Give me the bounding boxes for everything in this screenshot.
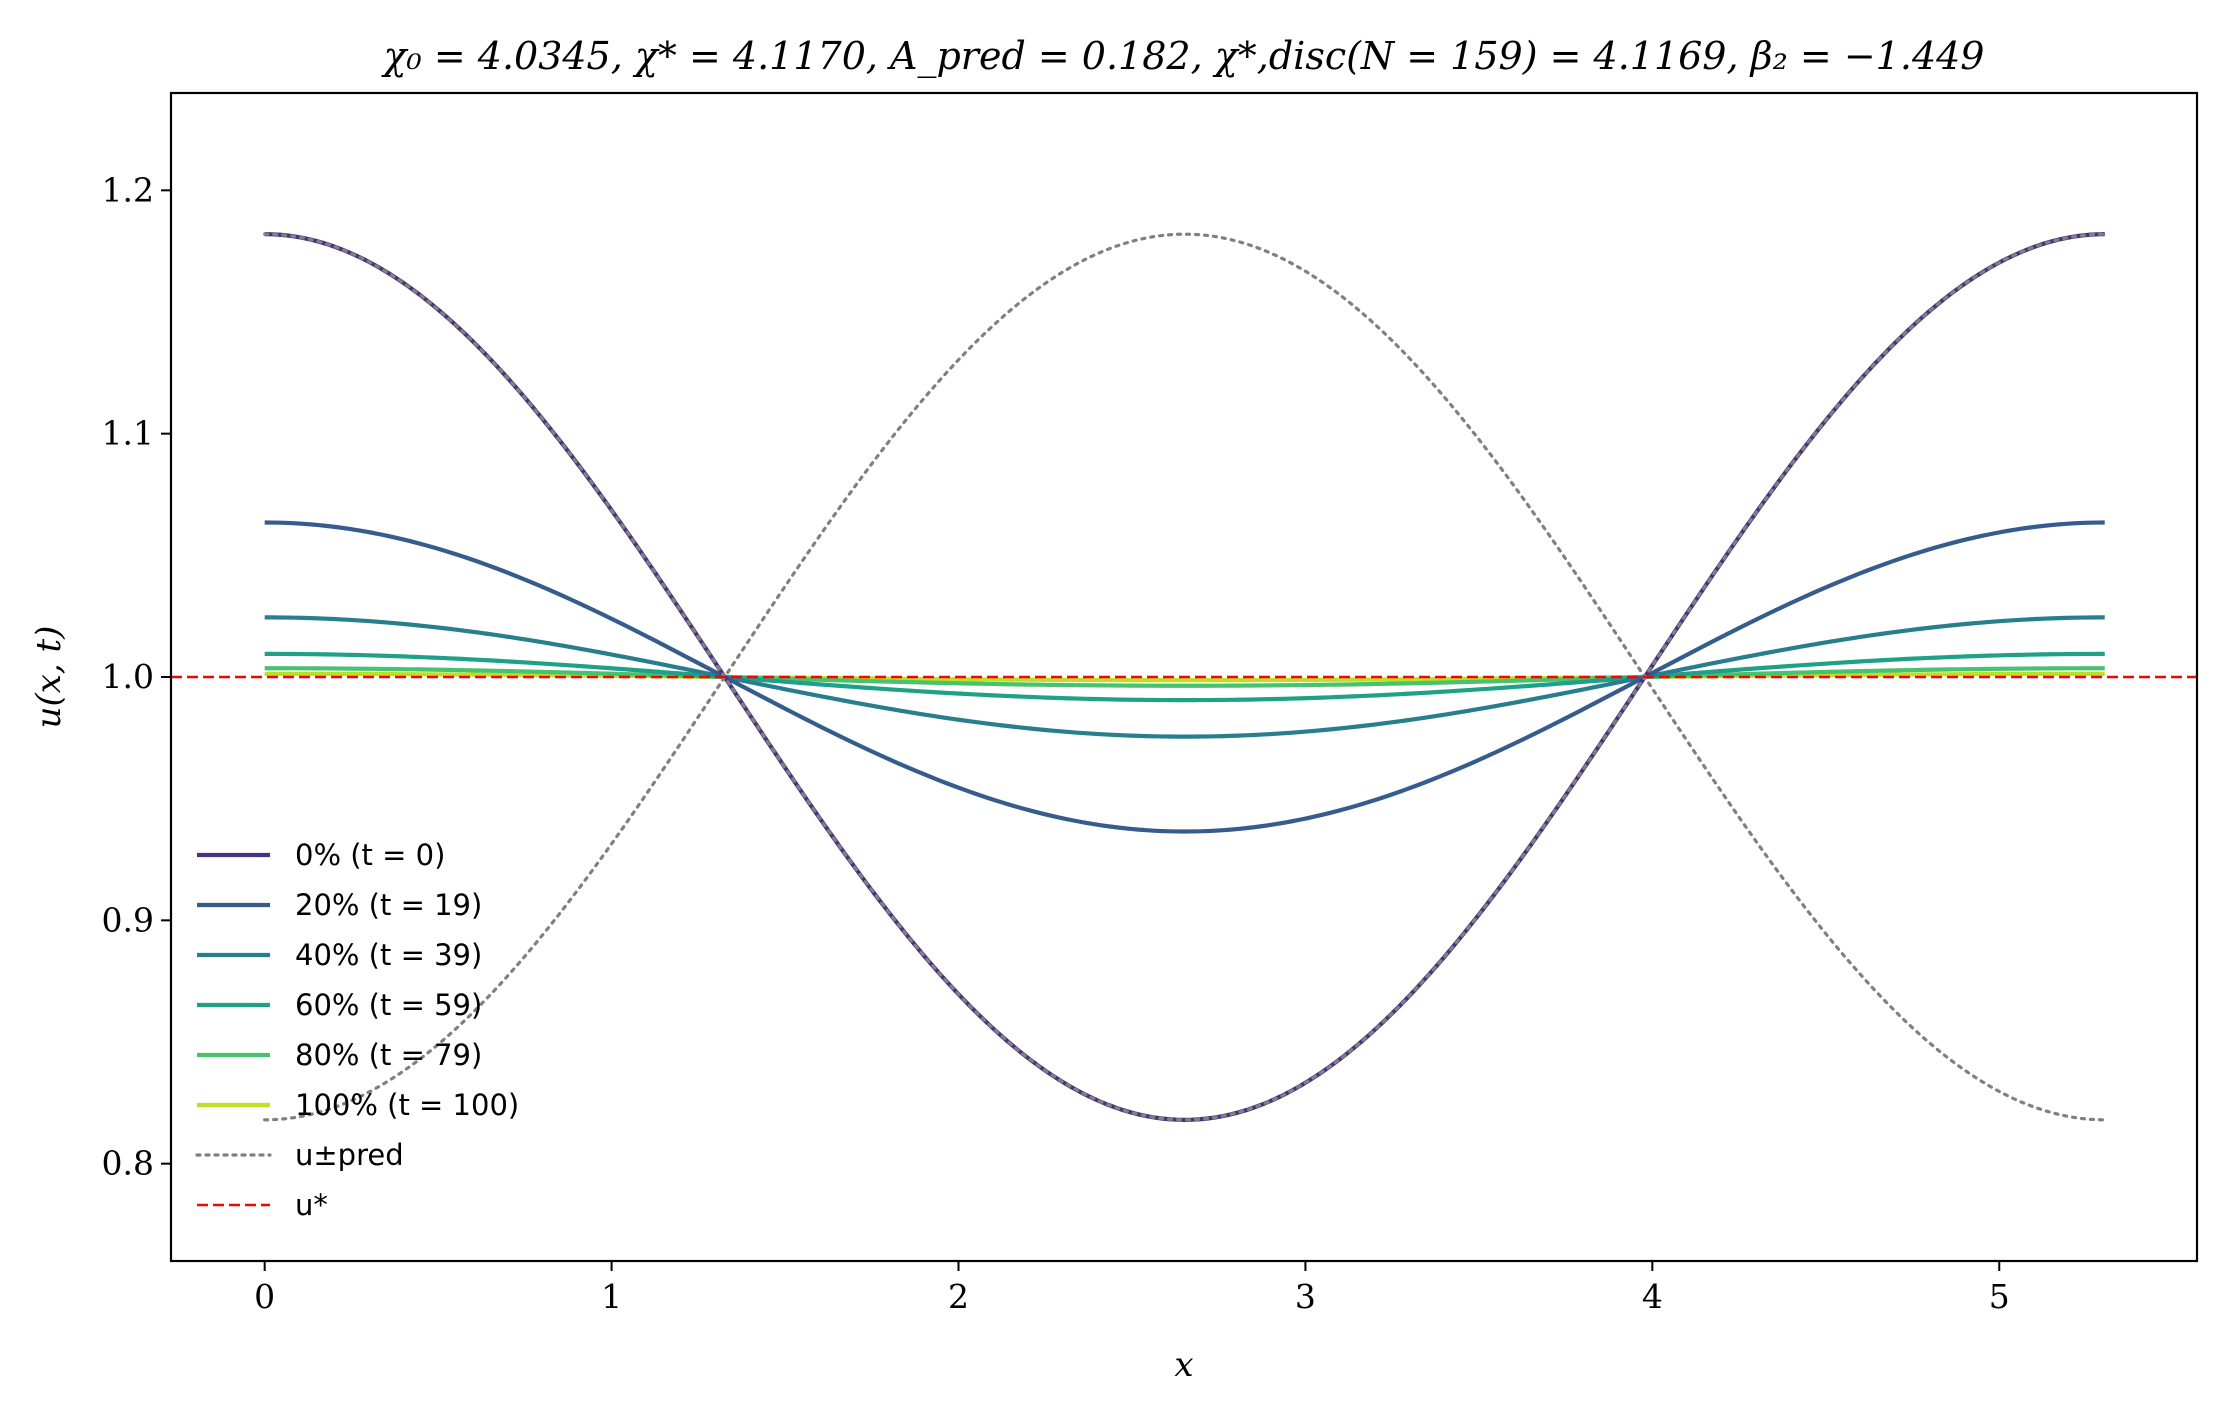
legend-label: 100% (t = 100) <box>295 1088 519 1122</box>
series-line-upred <box>263 232 2107 1122</box>
legend-label: 0% (t = 0) <box>295 838 445 872</box>
y-axis-label: u(x, t) <box>29 626 69 729</box>
series-line <box>264 520 2105 834</box>
y-tick-label: 1.2 <box>102 170 154 209</box>
series-line <box>264 615 2105 739</box>
series-line <box>264 666 2105 688</box>
legend: 0% (t = 0) 20% (t = 19) 40% (t = 39) 60% (t… <box>195 838 519 1222</box>
x-tick-label: 2 <box>948 1277 969 1316</box>
y-tick-label: 1.0 <box>102 657 154 696</box>
y-tick-label: 1.1 <box>102 414 154 453</box>
y-tick-label: 0.8 <box>102 1144 154 1183</box>
y-axis: 0.8 0.9 1.0 1.1 1.2 <box>102 170 171 1183</box>
legend-label: 40% (t = 39) <box>295 938 482 972</box>
legend-label: 80% (t = 79) <box>295 1038 482 1072</box>
legend-label: 20% (t = 19) <box>295 888 482 922</box>
x-tick-label: 4 <box>1642 1277 1663 1316</box>
plot-lines <box>171 232 2197 1122</box>
x-tick-label: 3 <box>1295 1277 1316 1316</box>
series-line-upred <box>263 232 2107 1122</box>
x-axis: 0 1 2 3 4 5 <box>254 1261 2010 1316</box>
chart-title: χ₀ = 4.0345, χ* = 4.1170, A_pred = 0.182… <box>381 34 1985 79</box>
series-line <box>264 651 2105 703</box>
legend-label: u* <box>295 1188 328 1222</box>
y-tick-label: 0.9 <box>102 900 154 939</box>
x-axis-label: x <box>1174 1345 1193 1385</box>
legend-label: 60% (t = 59) <box>295 988 482 1022</box>
legend-label: u±pred <box>295 1138 404 1172</box>
x-tick-label: 5 <box>1989 1277 2010 1316</box>
series-line <box>264 671 2105 683</box>
x-tick-label: 1 <box>601 1277 622 1316</box>
x-tick-label: 0 <box>254 1277 275 1316</box>
